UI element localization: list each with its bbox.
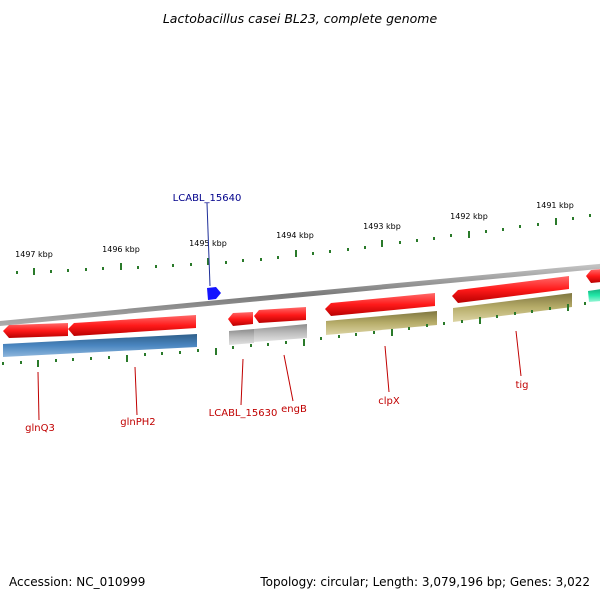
- scale-label-1494: 1494 kbp: [276, 231, 314, 240]
- genome-backbone: [0, 263, 600, 327]
- cds-engb[interactable]: [254, 307, 306, 323]
- gene-label-lcabl-15630[interactable]: LCABL_15630: [209, 408, 278, 419]
- leader-tig: [515, 330, 522, 377]
- gene-label-engb[interactable]: engB: [281, 404, 307, 415]
- gene-label-lcabl-15640[interactable]: LCABL_15640: [173, 193, 242, 204]
- leader-glnq3: [37, 371, 40, 421]
- cds-clpx[interactable]: [325, 293, 435, 316]
- cds-lcabl-15630[interactable]: [228, 312, 253, 326]
- leader-clpx: [384, 345, 390, 393]
- map-title: Lactobacillus casei BL23, complete genom…: [163, 11, 438, 26]
- cog-bar-gray-1[interactable]: [229, 329, 254, 345]
- footer-summary: Topology: circular; Length: 3,079,196 bp…: [259, 575, 590, 589]
- leader-lcabl-15640: [206, 202, 211, 287]
- cog-bar-olive-1[interactable]: [326, 311, 437, 335]
- inner-scale-ticks: [2, 302, 586, 367]
- leader-lines: [37, 202, 522, 421]
- scale-label-1492: 1492 kbp: [450, 212, 488, 221]
- cds-tig[interactable]: [452, 276, 569, 303]
- gene-label-clpx[interactable]: clpX: [378, 396, 400, 407]
- leader-glnph2: [134, 366, 138, 416]
- cds-glnph2[interactable]: [68, 315, 196, 336]
- scale-label-1497: 1497 kbp: [15, 250, 53, 259]
- gene-label-glnq3[interactable]: glnQ3: [25, 423, 55, 434]
- cog-bar-blue[interactable]: [3, 334, 197, 357]
- cds-features: [3, 276, 569, 338]
- leader-lcabl-15630: [240, 358, 244, 406]
- gene-label-glnph2[interactable]: glnPH2: [120, 417, 155, 428]
- footer-accession: Accession: NC_010999: [9, 575, 145, 589]
- outer-scale-ticks: [16, 214, 591, 275]
- cog-bar-olive-2[interactable]: [453, 293, 572, 322]
- leader-engb: [283, 354, 294, 402]
- scale-label-1493: 1493 kbp: [363, 222, 401, 231]
- gene-label-tig[interactable]: tig: [515, 380, 528, 391]
- red-gene-right-edge[interactable]: [586, 269, 600, 283]
- cds-glnq3[interactable]: [3, 323, 68, 338]
- cog-bars: [3, 293, 572, 357]
- cog-bar-gray-2[interactable]: [254, 324, 307, 342]
- scale-label-1491: 1491 kbp: [536, 201, 574, 210]
- scale-label-1496: 1496 kbp: [102, 245, 140, 254]
- highlight-gene-lcabl-15640[interactable]: [207, 287, 221, 300]
- teal-gene-right-edge[interactable]: [588, 289, 600, 302]
